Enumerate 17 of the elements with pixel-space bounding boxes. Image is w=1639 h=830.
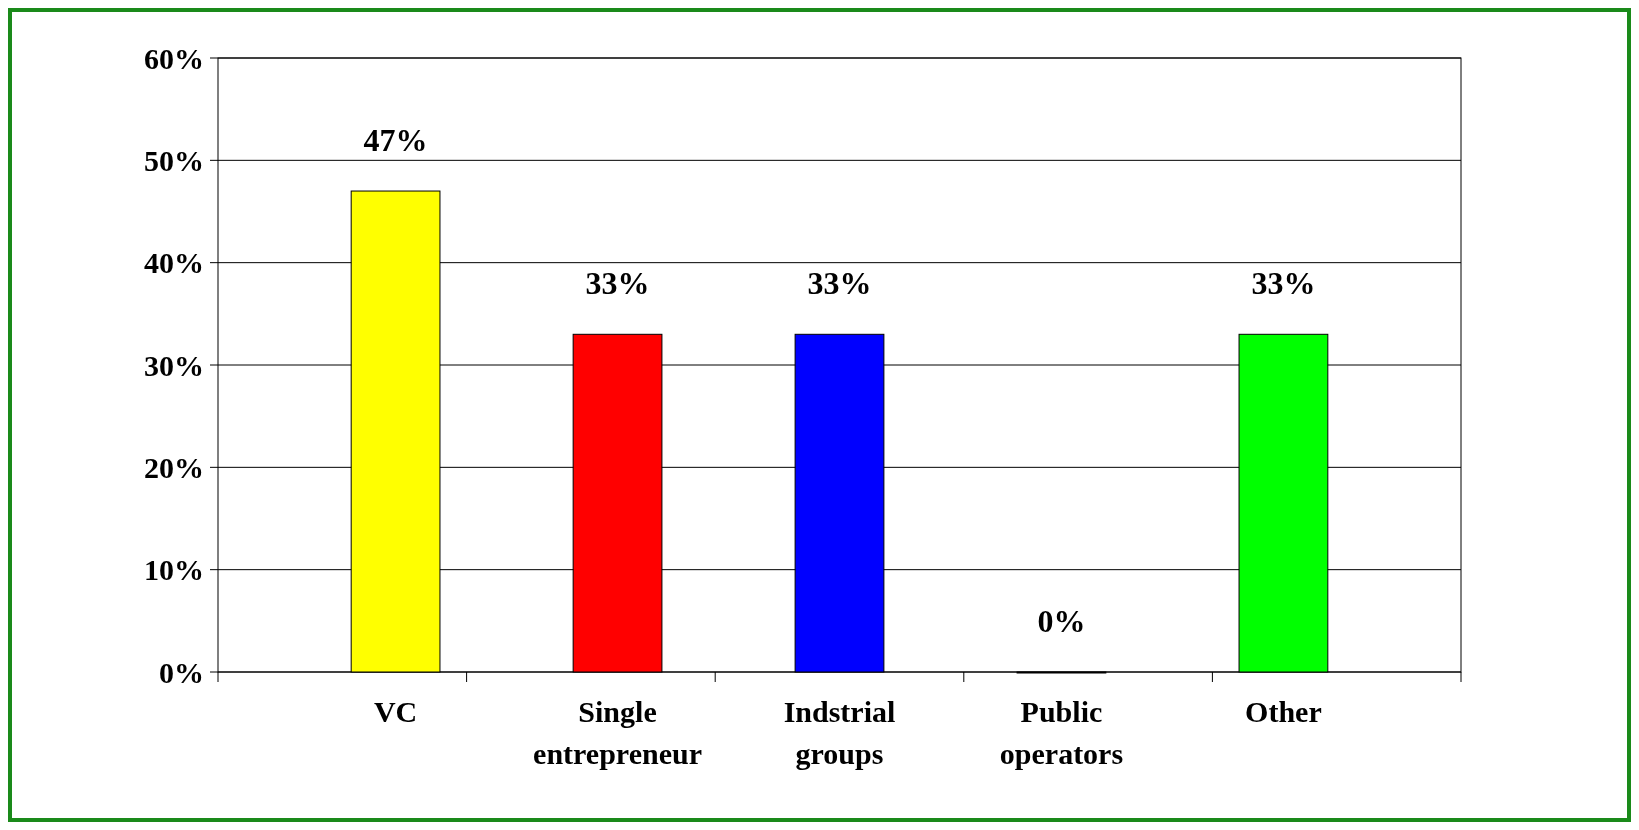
y-tick-label: 60% [144,41,204,75]
x-tick-label: Other [1245,695,1322,728]
y-tick-label: 30% [144,348,204,382]
x-tick-label: Public operators [999,695,1124,770]
data-label: 0% [1037,603,1086,639]
data-label: 47% [363,122,428,159]
data-label: 33% [807,265,872,302]
y-tick-label: 10% [144,553,204,587]
x-tick-label: VC [373,695,418,728]
y-tick-label: 0% [159,655,204,689]
data-label: 33% [585,265,650,302]
y-tick-label: 40% [144,246,204,280]
y-tick-label: 50% [144,143,204,177]
y-tick-label: 20% [144,450,204,484]
x-tick-label: Indstrial groups [783,695,896,770]
data-label: 33% [1251,265,1316,302]
x-tick-label: Single entrepreneur [533,695,702,770]
